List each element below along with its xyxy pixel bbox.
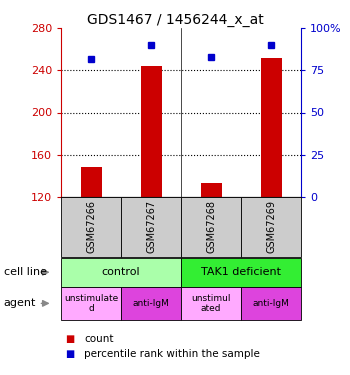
Text: unstimulate
d: unstimulate d [64, 294, 118, 313]
Text: GSM67267: GSM67267 [146, 200, 156, 254]
Bar [201, 183, 222, 197]
Text: agent: agent [4, 298, 36, 308]
Text: GDS1467 / 1456244_x_at: GDS1467 / 1456244_x_at [87, 13, 263, 27]
Text: GSM67269: GSM67269 [266, 200, 276, 254]
Bar [141, 66, 162, 197]
Text: unstimul
ated: unstimul ated [191, 294, 231, 313]
Text: GSM67266: GSM67266 [86, 200, 96, 254]
Text: ■: ■ [65, 334, 74, 344]
Bar [260, 58, 281, 197]
Text: control: control [102, 267, 140, 277]
Text: TAK1 deficient: TAK1 deficient [201, 267, 281, 277]
Bar [81, 167, 102, 197]
Text: GSM67268: GSM67268 [206, 200, 216, 254]
Text: anti-IgM: anti-IgM [253, 299, 289, 308]
Text: count: count [84, 334, 113, 344]
Text: percentile rank within the sample: percentile rank within the sample [84, 350, 260, 359]
Text: ■: ■ [65, 350, 74, 359]
Text: cell line: cell line [4, 267, 47, 277]
Text: anti-IgM: anti-IgM [133, 299, 170, 308]
